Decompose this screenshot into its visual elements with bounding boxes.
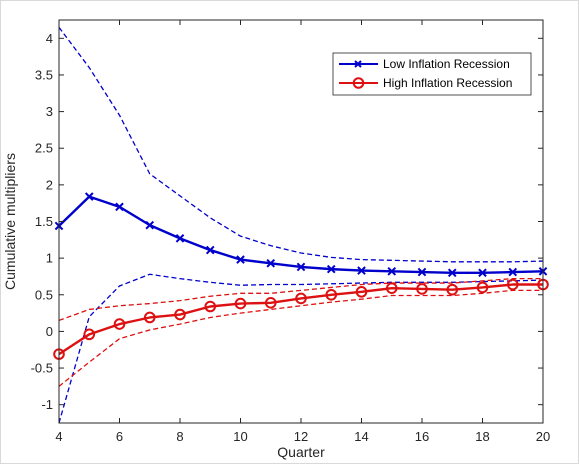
x-tick-label: 4	[55, 429, 62, 444]
x-tick-label: 8	[176, 429, 183, 444]
y-tick-label: 2	[46, 177, 53, 192]
legend: Low Inflation Recession High Inflation R…	[332, 52, 532, 96]
data-point-low-inflation	[236, 255, 245, 264]
confidence-bands	[58, 26, 544, 424]
legend-label-low-inflation: Low Inflation Recession	[383, 57, 510, 71]
y-tick-label: 3	[46, 104, 53, 119]
x-tick-label: 12	[294, 429, 308, 444]
x-tick-label: 16	[415, 429, 429, 444]
x-axis: 4 6 8 10 12 14 16 18 20	[55, 20, 550, 444]
data-point-high-inflation	[83, 328, 96, 341]
data-point-low-inflation	[478, 268, 487, 278]
y-tick-label: 1	[46, 251, 53, 266]
legend-marker-low-inflation	[354, 60, 362, 68]
y-tick-label: 2.5	[35, 141, 53, 156]
data-point-low-inflation	[205, 245, 215, 255]
y-tick-label: -0.5	[31, 361, 53, 376]
data-point-low-inflation	[326, 264, 336, 274]
x-tick-label: 10	[233, 429, 247, 444]
data-point-low-inflation	[115, 202, 124, 212]
data-point-low-inflation	[417, 267, 427, 277]
data-point-low-inflation	[84, 192, 94, 201]
y-tick-label: -1	[41, 397, 53, 412]
data-point-high-inflation	[355, 286, 368, 298]
data-point-low-inflation	[266, 258, 276, 268]
y-axis: -1 -0.5 0 0.5 1 1.5 2 2.5 3 3.5 4	[31, 31, 543, 412]
legend-box	[332, 52, 532, 96]
data-point-high-inflation	[295, 292, 307, 305]
data-point-low-inflation	[296, 262, 306, 272]
data-point-low-inflation	[357, 266, 366, 275]
data-point-high-inflation	[506, 278, 519, 291]
data-point-high-inflation	[113, 318, 126, 330]
data-point-high-inflation	[416, 283, 428, 295]
x-tick-label: 6	[116, 429, 123, 444]
data-point-high-inflation	[385, 282, 398, 294]
x-tick-label: 20	[536, 429, 550, 444]
upper-band-low-inflation	[58, 26, 544, 263]
data-point-low-inflation	[447, 268, 457, 278]
data-point-high-inflation	[204, 300, 217, 313]
data-point-high-inflation	[446, 283, 459, 296]
data-point-high-inflation	[234, 297, 247, 310]
data-point-low-inflation	[175, 234, 185, 243]
data-point-high-inflation	[174, 308, 186, 321]
y-tick-label: 4	[46, 31, 53, 46]
data-point-high-inflation	[264, 297, 277, 309]
y-tick-label: 1.5	[35, 214, 53, 229]
y-axis-label: Cumulative multipliers	[2, 153, 18, 290]
data-point-low-inflation	[145, 220, 155, 230]
y-tick-label: 3.5	[35, 67, 53, 82]
x-axis-label: Quarter	[277, 444, 325, 460]
data-point-high-inflation	[325, 288, 338, 301]
legend-label-high-inflation: High Inflation Recession	[383, 76, 512, 90]
data-point-high-inflation	[476, 281, 489, 294]
series-line-high-inflation	[58, 283, 543, 356]
legend-marker-high-inflation	[352, 77, 365, 89]
y-tick-label: 0	[46, 324, 53, 339]
data-point-high-inflation	[143, 311, 156, 324]
series-markers	[53, 192, 549, 360]
upper-band-high-inflation	[58, 277, 543, 322]
y-tick-label: 0.5	[35, 287, 53, 302]
x-tick-label: 14	[354, 429, 368, 444]
data-point-low-inflation	[508, 267, 518, 277]
lower-band-low-inflation	[58, 273, 544, 424]
lower-band-high-inflation	[58, 289, 543, 387]
data-point-low-inflation	[387, 267, 397, 276]
x-tick-label: 18	[475, 429, 489, 444]
